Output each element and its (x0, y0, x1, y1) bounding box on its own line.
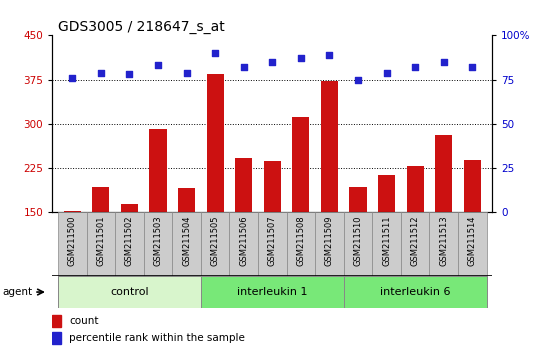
Text: GDS3005 / 218647_s_at: GDS3005 / 218647_s_at (58, 19, 224, 34)
Text: GSM211511: GSM211511 (382, 216, 391, 266)
Point (182, 70, 191, 75)
Bar (464, 160, 481, 212)
Text: GSM211508: GSM211508 (296, 216, 305, 266)
Bar (458, 212, 487, 276)
Point (239, 64, 248, 70)
Bar (321, 81, 338, 212)
Bar (372, 212, 401, 276)
Bar (58, 212, 86, 276)
Bar (52, 315, 62, 327)
Bar (315, 212, 344, 276)
Point (68, 75, 76, 81)
Text: GSM211512: GSM211512 (411, 216, 420, 266)
Text: GSM211502: GSM211502 (125, 216, 134, 266)
Bar (430, 212, 458, 276)
Bar (178, 188, 195, 212)
Point (296, 56, 305, 61)
Point (96, 70, 105, 75)
Bar (52, 332, 62, 344)
Bar (292, 117, 310, 212)
Text: count: count (69, 316, 98, 326)
Text: GSM211510: GSM211510 (354, 216, 362, 266)
Bar (201, 276, 344, 308)
Bar (121, 204, 138, 212)
Bar (344, 276, 487, 308)
Bar (378, 175, 395, 212)
Text: interleukin 6: interleukin 6 (380, 287, 450, 297)
Bar (144, 212, 172, 276)
Point (268, 59, 277, 65)
Point (468, 64, 477, 70)
Text: GSM211509: GSM211509 (325, 216, 334, 266)
Bar (150, 129, 167, 212)
Text: GSM211506: GSM211506 (239, 216, 248, 266)
Point (325, 52, 334, 58)
Bar (287, 212, 315, 276)
Text: GSM211514: GSM211514 (468, 216, 477, 266)
Bar (207, 74, 224, 212)
Bar (201, 212, 229, 276)
Point (411, 64, 420, 70)
Bar (349, 187, 366, 212)
Text: GSM211501: GSM211501 (96, 216, 105, 266)
Point (153, 63, 162, 68)
Bar (344, 212, 372, 276)
Bar (263, 161, 281, 212)
Text: control: control (110, 287, 148, 297)
Text: interleukin 1: interleukin 1 (237, 287, 307, 297)
Text: GSM211513: GSM211513 (439, 216, 448, 266)
Bar (235, 158, 252, 212)
Text: GSM211503: GSM211503 (153, 216, 162, 266)
Text: GSM211505: GSM211505 (211, 216, 219, 266)
Bar (406, 166, 424, 212)
Bar (58, 276, 201, 308)
Bar (435, 135, 452, 212)
Point (382, 70, 391, 75)
Bar (86, 212, 115, 276)
Point (211, 50, 219, 56)
Bar (115, 212, 144, 276)
Bar (401, 212, 430, 276)
Bar (92, 187, 109, 212)
Point (439, 59, 448, 65)
Text: GSM211500: GSM211500 (68, 216, 77, 266)
Bar (258, 212, 287, 276)
Bar (229, 212, 258, 276)
Text: GSM211504: GSM211504 (182, 216, 191, 266)
Text: percentile rank within the sample: percentile rank within the sample (69, 333, 245, 343)
Bar (64, 211, 81, 212)
Text: GSM211507: GSM211507 (268, 216, 277, 266)
Text: agent: agent (3, 287, 33, 297)
Bar (172, 212, 201, 276)
Point (354, 77, 362, 82)
Point (125, 72, 134, 77)
